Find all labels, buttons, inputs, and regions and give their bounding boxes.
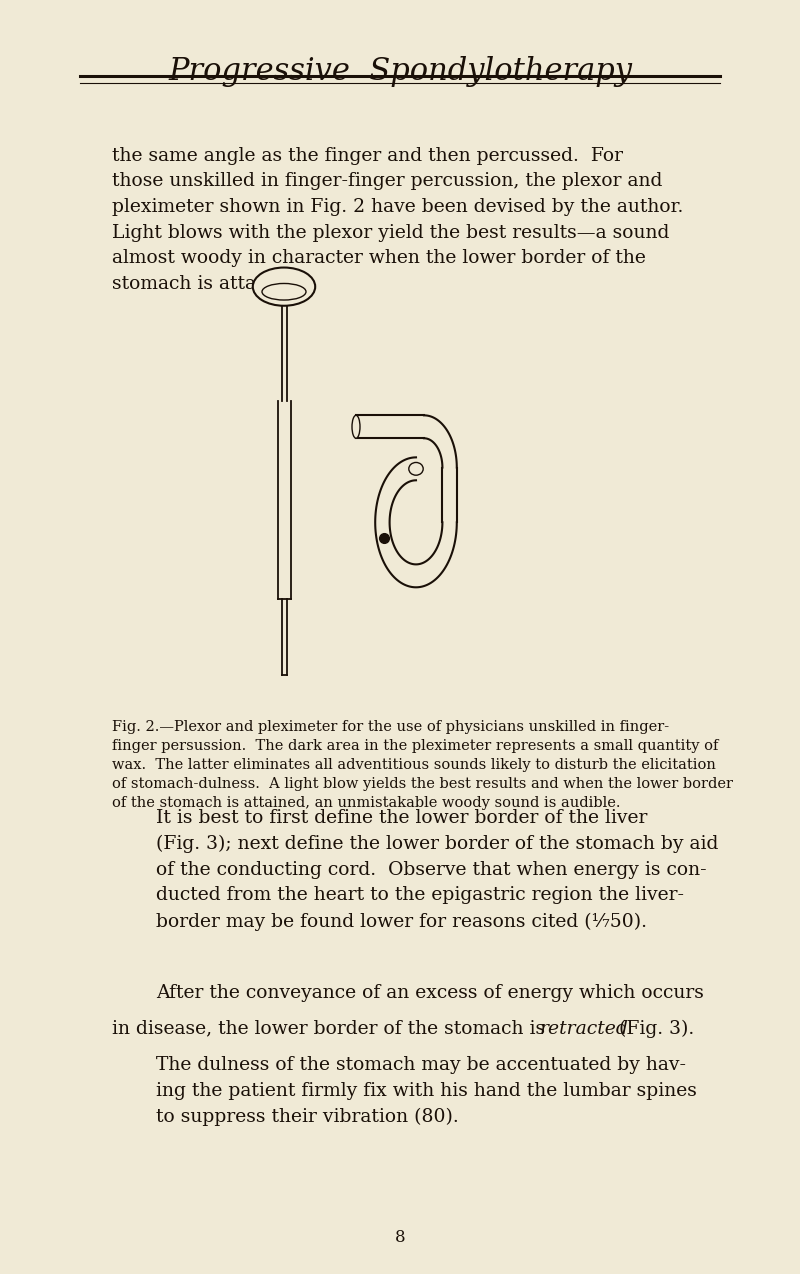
Ellipse shape: [409, 462, 423, 475]
Text: It is best to first define the lower border of the liver
(Fig. 3); next define t: It is best to first define the lower bor…: [156, 809, 718, 930]
Ellipse shape: [253, 268, 315, 306]
Text: 8: 8: [394, 1229, 406, 1246]
Text: retracted: retracted: [539, 1019, 628, 1038]
Text: in disease, the lower border of the stomach is: in disease, the lower border of the stom…: [112, 1019, 551, 1038]
Ellipse shape: [262, 284, 306, 301]
Text: Progressive  Spondylotherapy: Progressive Spondylotherapy: [168, 56, 632, 87]
Ellipse shape: [352, 415, 360, 438]
Text: Fig. 2.—Plexor and pleximeter for the use of physicians unskilled in finger-
fin: Fig. 2.—Plexor and pleximeter for the us…: [112, 720, 733, 809]
Text: The dulness of the stomach may be accentuated by hav-
ing the patient firmly fix: The dulness of the stomach may be accent…: [156, 1056, 697, 1126]
Text: (Fig. 3).: (Fig. 3).: [613, 1019, 694, 1038]
Text: the same angle as the finger and then percussed.  For
those unskilled in finger-: the same angle as the finger and then pe…: [112, 147, 683, 293]
Text: After the conveyance of an excess of energy which occurs: After the conveyance of an excess of ene…: [156, 984, 704, 1001]
